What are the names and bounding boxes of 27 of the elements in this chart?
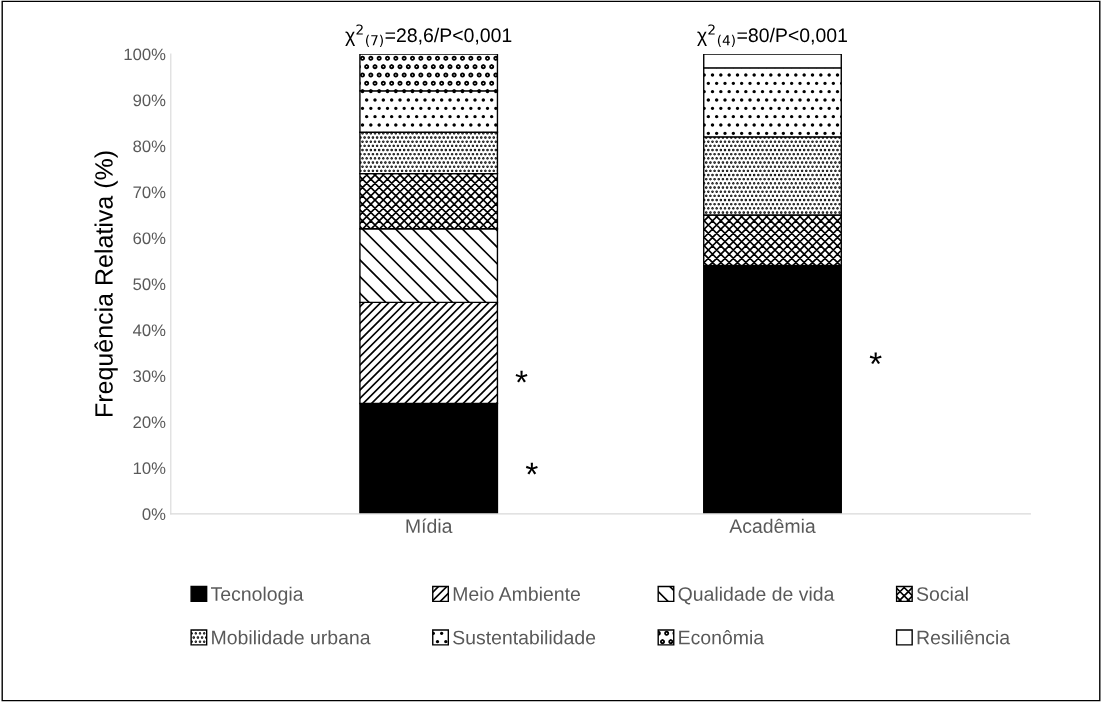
y-tick-label: 80%	[133, 140, 166, 153]
y-tick-label: 90%	[133, 94, 166, 107]
y-tick-label: 60%	[133, 232, 166, 245]
y-tick-label: 0%	[142, 508, 166, 521]
x-tick-label: Acadêmia	[729, 518, 816, 534]
annotation: χ$^{2}$$_{(7)}$=28,6/P<0,001	[345, 24, 512, 47]
y-tick-label: 20%	[133, 416, 166, 429]
y-tick-label: 50%	[133, 278, 166, 291]
legend-label: Sustentabilidade	[453, 630, 596, 645]
legend-label: Resiliência	[917, 630, 1011, 645]
y-tick-label: 70%	[133, 186, 166, 199]
y-axis-title: Frequência Relativa (%)	[94, 151, 118, 416]
y-tick-label: 10%	[133, 462, 166, 475]
x-tick-label: Mídia	[406, 518, 453, 534]
legend-label: Social	[916, 586, 968, 601]
legend-label: Meio Ambiente	[453, 586, 580, 601]
annotation: χ$^{2}$$_{(4)}$=80/P<0,001	[697, 24, 847, 47]
annotation: *	[869, 352, 882, 365]
annotation: *	[525, 462, 538, 475]
legend-label: Econômia	[679, 630, 765, 645]
legend-label: Qualidade de vida	[678, 586, 835, 605]
y-tick-label: 100%	[124, 48, 166, 61]
legend-label: Tecnologia	[210, 586, 304, 605]
legend-label: Mobilidade urbana	[212, 630, 371, 645]
y-tick-label: 30%	[133, 370, 166, 383]
annotation: *	[515, 370, 528, 383]
y-tick-label: 40%	[132, 324, 166, 337]
